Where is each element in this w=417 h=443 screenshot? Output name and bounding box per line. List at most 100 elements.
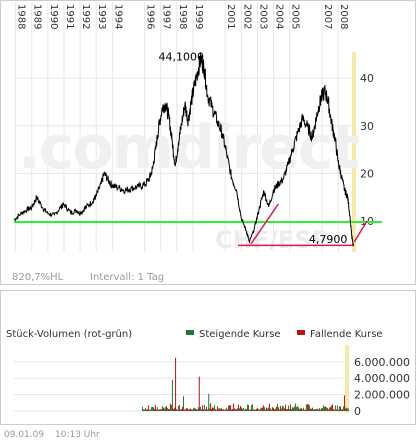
volume-bar xyxy=(150,407,152,411)
x-tick-label: 1998 xyxy=(177,4,188,29)
volume-bar xyxy=(274,408,276,411)
volume-bar xyxy=(269,408,271,411)
volume-bar xyxy=(202,409,204,411)
info-interval: Intervall: 1 Tag xyxy=(90,272,164,283)
volume-bar xyxy=(276,403,278,411)
price-chart-frame xyxy=(0,0,416,285)
volume-bar xyxy=(306,404,308,411)
volume-bars xyxy=(141,357,349,411)
volume-bar xyxy=(170,405,172,411)
max-price-label: 44,1000 xyxy=(159,51,205,64)
volume-bar xyxy=(335,409,337,411)
volume-bar xyxy=(246,404,248,411)
volume-bar xyxy=(277,407,279,411)
volume-bar xyxy=(238,408,240,411)
volume-bar xyxy=(319,409,321,411)
volume-bar xyxy=(339,406,341,411)
volume-bar xyxy=(217,408,219,411)
volume-bar xyxy=(303,409,305,411)
volume-bar xyxy=(142,409,144,411)
y-tick-label: 20 xyxy=(360,167,374,180)
volume-bar xyxy=(234,409,236,411)
volume-bar xyxy=(293,406,295,411)
volume-bar xyxy=(216,406,218,411)
volume-bar xyxy=(311,407,313,411)
volume-bar xyxy=(152,407,154,411)
volume-bar xyxy=(273,409,275,411)
volume-bar xyxy=(181,406,183,411)
trend-line xyxy=(353,220,368,243)
volume-bar xyxy=(270,409,272,411)
volume-bar xyxy=(167,409,169,411)
volume-bar xyxy=(264,409,266,411)
volume-bar xyxy=(258,409,260,411)
volume-bar xyxy=(231,409,233,411)
volume-bar xyxy=(153,408,155,411)
volume-bar xyxy=(221,409,223,411)
volume-bar xyxy=(241,408,243,411)
volume-bar xyxy=(235,409,237,411)
volume-spike xyxy=(171,379,173,411)
volume-bar xyxy=(189,408,191,411)
volume-bar xyxy=(226,409,228,411)
volume-bar xyxy=(285,408,287,411)
volume-bar xyxy=(212,407,214,411)
volume-bar xyxy=(195,409,197,411)
volume-bar xyxy=(248,409,250,411)
volume-bar xyxy=(223,409,225,411)
volume-chart: Stück-Volumen (rot-grün) Steigende Kurse… xyxy=(0,290,416,425)
volume-bar xyxy=(149,409,151,411)
volume-bar xyxy=(316,408,318,411)
legend-down-label: Fallende Kurse xyxy=(310,329,383,340)
volume-bar xyxy=(229,405,231,411)
volume-bar xyxy=(239,405,241,411)
volume-bar xyxy=(347,408,349,411)
volume-bar xyxy=(141,406,143,411)
volume-bar xyxy=(340,409,342,411)
volume-bar xyxy=(168,409,170,411)
volume-bar xyxy=(286,409,288,411)
volume-bar xyxy=(292,407,294,411)
volume-bar xyxy=(206,409,208,411)
volume-bar xyxy=(157,409,159,411)
volume-bar xyxy=(243,409,245,411)
volume-spike xyxy=(198,376,200,411)
trend-lines xyxy=(238,203,368,247)
volume-bar xyxy=(225,408,227,411)
volume-bar xyxy=(156,407,158,411)
volume-y-tick-label: 0 xyxy=(354,405,361,418)
volume-bar xyxy=(345,407,347,411)
volume-bar xyxy=(187,409,189,411)
x-tick-label: 2008 xyxy=(338,4,349,29)
volume-bar xyxy=(312,409,314,411)
legend-up-label: Steigende Kurse xyxy=(199,329,281,340)
volume-bar xyxy=(332,408,334,411)
legend-down-swatch xyxy=(297,330,305,335)
watermark-symbol: CHF/ESP xyxy=(215,226,329,254)
volume-bar xyxy=(278,409,280,411)
volume-bar xyxy=(236,408,238,411)
volume-bar xyxy=(336,405,338,411)
volume-bar xyxy=(194,408,196,411)
x-tick-label: 1992 xyxy=(80,4,91,29)
volume-bar xyxy=(323,406,325,411)
volume-bar xyxy=(163,408,165,411)
volume-bar xyxy=(222,409,224,411)
volume-bar xyxy=(329,407,331,411)
price-axis-strip xyxy=(352,52,356,252)
volume-bar xyxy=(300,408,302,411)
volume-bar xyxy=(320,408,322,411)
volume-bar xyxy=(183,409,185,411)
volume-bar xyxy=(338,406,340,411)
volume-axis-strip xyxy=(345,345,349,413)
volume-bar xyxy=(284,404,286,411)
volume-y-tick-label: 4.000.000 xyxy=(354,372,410,385)
volume-bar xyxy=(179,409,181,411)
volume-bar xyxy=(309,408,311,411)
volume-bar xyxy=(147,405,149,411)
volume-bar xyxy=(321,408,323,411)
volume-bar xyxy=(296,406,298,411)
volume-bar xyxy=(197,407,199,411)
volume-bar xyxy=(298,409,300,411)
volume-bar xyxy=(205,406,207,411)
